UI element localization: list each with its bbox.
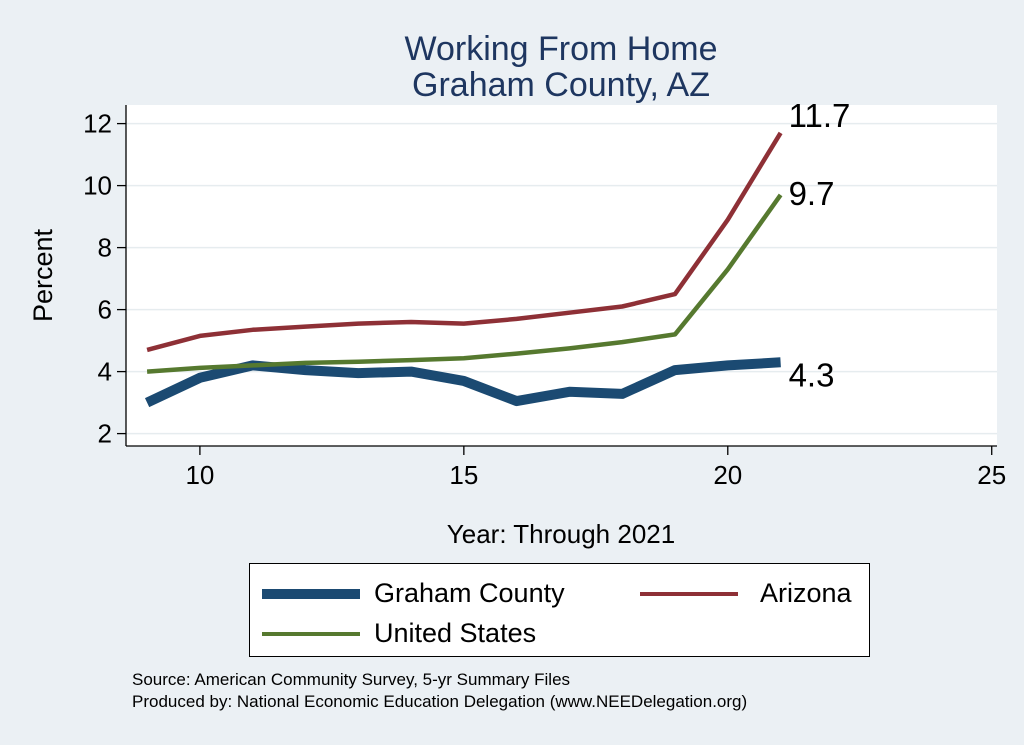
source-note: Source: American Community Survey, 5-yr … <box>132 670 571 689</box>
x-tick-label-25: 25 <box>977 460 1006 490</box>
legend-item-us: United States <box>262 618 536 649</box>
x-axis-title: Year: Through 2021 <box>447 519 675 549</box>
legend-item-graham: Graham County <box>262 578 565 609</box>
legend-swatch-graham <box>262 588 360 599</box>
producer-note: Produced by: National Economic Education… <box>132 692 748 711</box>
x-tick-label-10: 10 <box>185 460 214 490</box>
data-label-us: 9.7 <box>789 175 835 212</box>
y-tick-label-10: 10 <box>83 171 112 201</box>
y-tick-label-2: 2 <box>98 419 112 449</box>
y-tick-label-4: 4 <box>98 357 112 387</box>
legend-item-arizona: Arizona <box>640 578 852 609</box>
y-tick-label-6: 6 <box>98 295 112 325</box>
legend-label-us: United States <box>374 618 537 648</box>
chart-subtitle: Graham County, AZ <box>412 66 710 104</box>
x-tick-label-20: 20 <box>713 460 742 490</box>
legend-swatch-arizona <box>640 591 738 596</box>
data-label-graham: 4.3 <box>789 356 835 393</box>
chart-title: Working From Home <box>404 30 718 68</box>
y-tick-label-12: 12 <box>83 109 112 139</box>
legend-label-arizona: Arizona <box>760 578 852 608</box>
data-label-arizona: 11.7 <box>789 97 851 134</box>
legend: Graham County Arizona United States <box>249 563 870 657</box>
legend-swatch-us <box>262 631 360 636</box>
series-line-arizona <box>146 131 783 353</box>
legend-label-graham: Graham County <box>374 578 565 608</box>
y-axis-title: Percent <box>28 228 58 322</box>
y-tick-label-8: 8 <box>98 233 112 263</box>
series-line-us <box>146 193 783 374</box>
x-tick-label-15: 15 <box>449 460 478 490</box>
